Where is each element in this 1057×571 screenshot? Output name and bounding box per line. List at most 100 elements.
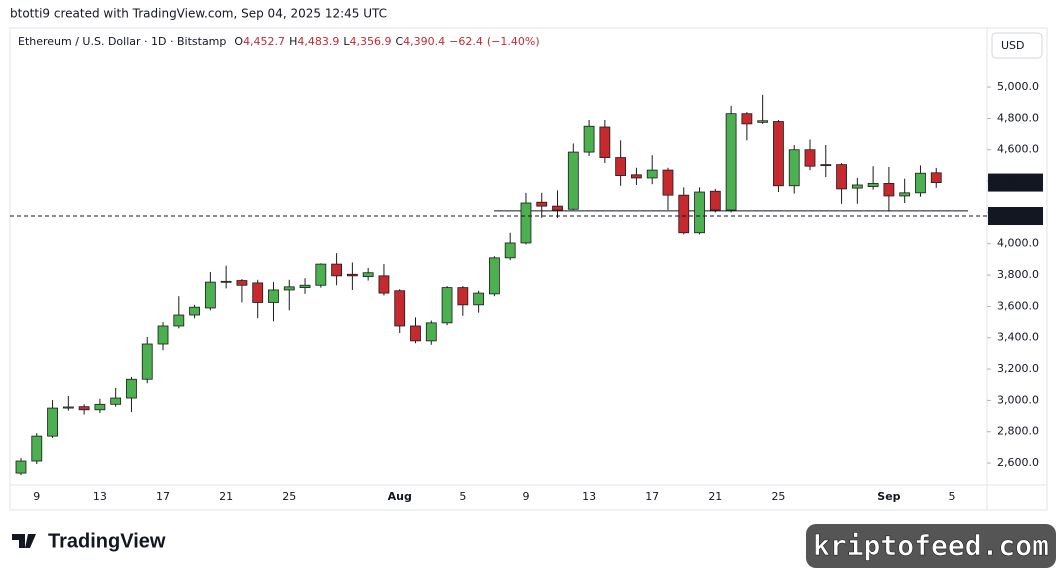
candle-body: [867, 183, 879, 187]
candle-body: [126, 378, 137, 399]
chart-frame: [9, 27, 1048, 511]
candle-body: [883, 183, 895, 197]
candle-body: [441, 287, 453, 324]
candle-body: [599, 126, 611, 158]
y-tick-label: 2,800.0: [997, 425, 1039, 438]
legend-value: 4,483.9: [297, 35, 339, 48]
candle-body: [836, 164, 847, 190]
candle-body: [62, 406, 74, 409]
x-tick-label: Sep: [877, 490, 900, 503]
logo-text: TradingView: [48, 530, 166, 552]
candle-body: [488, 257, 500, 295]
candle-body: [220, 280, 232, 283]
y-tick-label: 3,800.0: [997, 268, 1039, 281]
candle-body: [567, 151, 579, 210]
candle-body: [299, 284, 311, 288]
x-tick-label: 5: [459, 490, 466, 503]
legend: Ethereum / U.S. Dollar · 1D · Bitstamp O4…: [18, 35, 540, 48]
candle-body: [94, 403, 106, 411]
legend-key: L: [343, 35, 350, 48]
legend-value: (−1.40%): [487, 35, 540, 48]
x-tick-label: 17: [156, 490, 170, 503]
candle-body: [504, 242, 516, 259]
candle-body: [378, 275, 390, 294]
candle-body: [694, 191, 705, 234]
candle-body: [709, 190, 721, 211]
legend-key: O: [234, 35, 243, 48]
candle-body: [741, 113, 753, 125]
candle-body: [631, 174, 642, 179]
candle-body: [157, 325, 169, 345]
candle-body: [204, 281, 216, 309]
candle-body: [315, 263, 327, 286]
tradingview-logo: TradingView: [12, 530, 166, 552]
x-tick-label: 17: [645, 490, 659, 503]
candle-body: [678, 194, 690, 234]
candle-body: [915, 172, 926, 194]
candle-body: [788, 149, 800, 187]
candle-body: [425, 322, 437, 342]
legend-key: H: [289, 35, 297, 48]
candle-body: [283, 286, 295, 291]
y-tick-label: 3,600.0: [997, 299, 1039, 312]
candle-body: [804, 149, 816, 167]
candle-body: [851, 184, 863, 189]
price-label-box: [988, 207, 1043, 226]
legend-value: −62.4: [449, 35, 483, 48]
candle-body: [141, 343, 153, 380]
candle-body: [615, 157, 627, 176]
candle-body: [457, 287, 469, 306]
logo-dot: [28, 534, 34, 540]
candle-body: [189, 306, 200, 316]
currency-button[interactable]: [991, 32, 1043, 59]
candle-body: [331, 263, 343, 277]
candle-body: [725, 113, 737, 211]
y-tick-label: 4,600.0: [997, 143, 1039, 156]
candle-body: [520, 202, 532, 244]
price-label: 4,176.9: [993, 209, 1040, 222]
x-tick-label: 13: [582, 490, 596, 503]
attribution: btotti9 created with TradingView.com, Se…: [10, 7, 387, 21]
candle-body: [173, 314, 185, 327]
candle-body: [899, 192, 911, 197]
x-tick-label: 9: [33, 490, 40, 503]
candle-body: [78, 406, 90, 411]
candle-body: [110, 397, 122, 405]
candle-body: [583, 125, 595, 153]
x-tick-label: 25: [282, 490, 296, 503]
candle-body: [47, 407, 58, 437]
legend-value: 4,390.4: [403, 35, 445, 48]
x-tick-label: 21: [708, 490, 722, 503]
x-tick-label: Aug: [388, 490, 412, 503]
candle-body: [410, 325, 421, 342]
x-tick-label: 5: [949, 490, 956, 503]
candle-body: [15, 460, 27, 474]
legend-key: C: [395, 35, 403, 48]
y-tick-label: 2,600.0: [997, 456, 1039, 469]
candle-body: [662, 169, 674, 196]
x-tick-label: 21: [219, 490, 233, 503]
currency[interactable]: USD: [1001, 39, 1025, 52]
candle-body: [31, 435, 43, 462]
y-tick-label: 5,000.0: [997, 80, 1039, 93]
candle-body: [252, 282, 264, 303]
price-label: 4,390.4: [993, 176, 1040, 189]
watermark-box: [806, 524, 1056, 568]
x-tick-label: 9: [522, 490, 529, 503]
legend-value: 4,356.9: [349, 35, 391, 48]
watermark: kriptofeed.com: [813, 529, 1049, 562]
candle-body: [552, 205, 563, 211]
legend-value: 4,452.7: [243, 35, 285, 48]
candle-body: [930, 172, 942, 183]
candle-body: [646, 169, 658, 179]
candle-body: [536, 201, 548, 207]
candle-body: [757, 120, 769, 123]
candle-body: [346, 273, 358, 277]
candle-body: [268, 289, 279, 303]
candle-body: [473, 292, 485, 306]
y-tick-label: 3,400.0: [997, 331, 1039, 344]
legend-title: Ethereum / U.S. Dollar · 1D · Bitstamp: [18, 35, 226, 48]
candle-body: [394, 290, 406, 327]
